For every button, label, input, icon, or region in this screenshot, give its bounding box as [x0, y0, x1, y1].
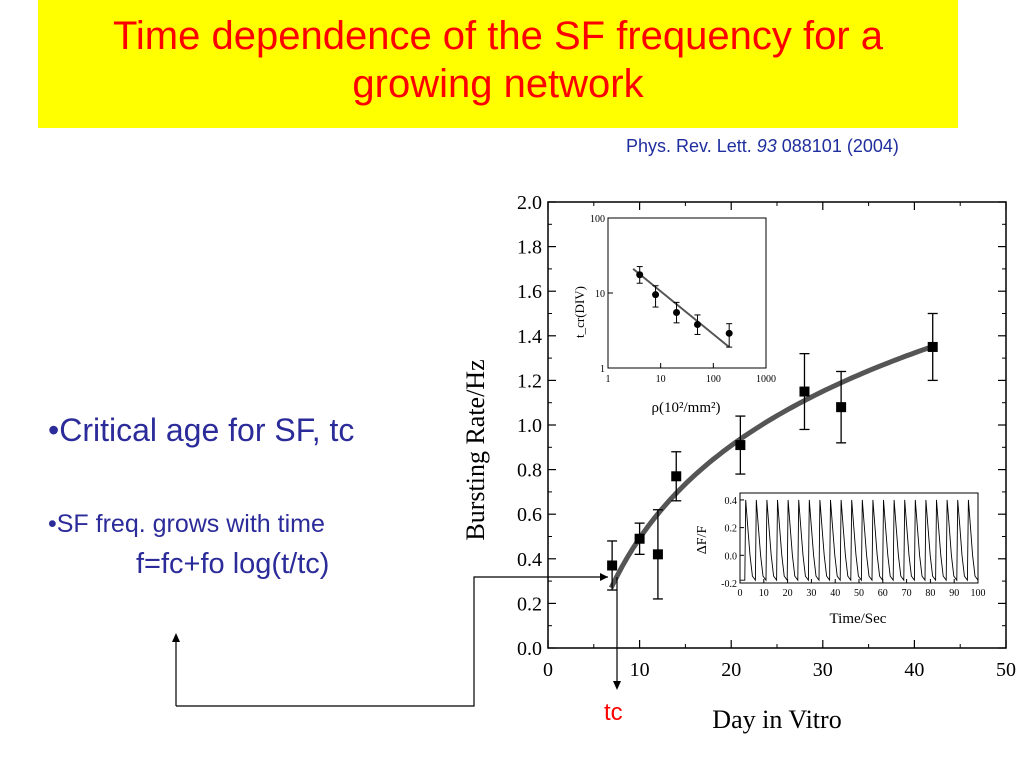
y-tick-label: 1.2	[517, 370, 542, 392]
data-point	[735, 440, 746, 451]
citation-suffix: 088101 (2004)	[776, 136, 899, 156]
inset-bottom-x-tick-label: 60	[878, 588, 888, 599]
inset-bottom-frame	[739, 492, 979, 584]
x-tick-label: 0	[543, 659, 553, 681]
data-point	[799, 386, 810, 397]
inset-top-x-tick-label: 10	[656, 374, 666, 385]
data-point	[607, 560, 618, 571]
y-tick-label: 0.0	[517, 638, 542, 660]
inset-bottom-x-tick-label: 90	[949, 588, 959, 599]
y-tick-label: 2.0	[517, 192, 542, 214]
inset-trace: 0 10 20 30 40 50 60 70 80 90 100 -0.2 0.0 0.2 0.4 Time…	[695, 492, 986, 627]
inset-top-y-tick-label: 100	[590, 214, 605, 225]
inset-top-points	[636, 266, 733, 348]
slide-title: Time dependence of the SF frequency for …	[112, 14, 884, 106]
inset-top-data-point	[725, 329, 733, 337]
y-tick-label: 1.8	[517, 237, 542, 259]
inset-bottom-x-label: Time/Sec	[830, 611, 887, 627]
inset-top-x-tick-label: 1	[606, 374, 611, 385]
inset-bottom-x-tick-label: 0	[738, 588, 743, 599]
y-tick-label: 1.6	[517, 281, 542, 303]
y-tick-label: 0.2	[517, 593, 542, 615]
x-tick-label: 30	[813, 659, 833, 681]
x-tick-label: 50	[996, 659, 1016, 681]
inset-bottom-y-tick-label: 0.0	[725, 551, 738, 562]
citation-prefix: Phys. Rev. Lett.	[626, 136, 757, 156]
annotation-arrows: tc	[172, 573, 623, 726]
inset-top-data-point	[652, 291, 660, 299]
title-banner: Time dependence of the SF frequency for …	[38, 0, 958, 128]
formula-arrowhead	[172, 633, 180, 642]
y-tick-label: 0.8	[517, 460, 542, 482]
inset-bottom-y-tick-label: 0.2	[725, 524, 738, 535]
inset-top-ticks: 1 10 100 1000 1 10 100	[590, 214, 776, 385]
inset-top-fit-line	[632, 268, 730, 348]
main-chart: 0 10 20 30 40 500.00.20.40.60.81.01.21.41.61.…	[461, 192, 1016, 734]
inset-top-data-point	[673, 308, 681, 316]
inset-bottom-x-tick-label: 30	[806, 588, 816, 599]
tc-arrowhead	[613, 681, 621, 690]
data-point	[927, 341, 938, 352]
main-ticks: 0 10 20 30 40 500.00.20.40.60.81.01.21.41.61.…	[517, 192, 1016, 681]
inset-bottom-y-label: ΔF/F	[695, 526, 710, 555]
data-point	[836, 402, 847, 413]
inset-loglog: 1 10 100 1000 1 10 100 ρ(10²/mm²) t_cr(DIV)	[572, 214, 776, 416]
y-axis-label: Bursting Rate/Hz	[461, 359, 490, 540]
y-tick-label: 0.4	[517, 549, 542, 571]
citation: Phys. Rev. Lett. 93 088101 (2004)	[626, 136, 899, 157]
main-data-points	[607, 312, 938, 600]
y-tick-label: 1.4	[517, 326, 542, 348]
connector-line	[176, 576, 608, 707]
inset-bottom-trace	[740, 499, 979, 582]
y-tick-label: 1.0	[517, 415, 542, 437]
inset-bottom-y-tick-label: -0.2	[721, 579, 737, 590]
inset-bottom-x-tick-label: 20	[783, 588, 793, 599]
inset-bottom-y-tick-label: 0.4	[725, 496, 738, 507]
fit-curve	[608, 344, 934, 589]
citation-volume: 93	[756, 136, 777, 156]
y-tick-label: 0.6	[517, 504, 542, 526]
inset-bottom-x-tick-label: 70	[902, 588, 912, 599]
x-tick-label: 40	[904, 659, 924, 681]
inset-bottom-x-tick-label: 100	[971, 588, 986, 599]
inset-top-y-tick-label: 10	[595, 289, 605, 300]
inset-top-data-point	[693, 321, 701, 329]
inset-bottom-ticks: 0 10 20 30 40 50 60 70 80 90 100 -0.2 0.0 0.2 0.4	[721, 496, 985, 599]
inset-top-y-tick-label: 1	[600, 364, 605, 375]
inset-top-x-tick-label: 100	[706, 374, 721, 385]
x-tick-label: 20	[721, 659, 741, 681]
inset-top-x-tick-label: 1000	[756, 374, 776, 385]
inset-bottom-x-tick-label: 50	[854, 588, 864, 599]
inset-bottom-x-tick-label: 10	[759, 588, 769, 599]
x-tick-label: 10	[630, 659, 650, 681]
formula: f=fc+fo log(t/tc)	[136, 548, 330, 580]
inset-top-frame	[607, 217, 767, 369]
bullet-sf-freq: •SF freq. grows with time	[48, 510, 325, 538]
bullet-critical-age: •Critical age for SF, tc	[48, 412, 355, 448]
inset-bottom-x-tick-label: 80	[925, 588, 935, 599]
x-axis-label: Day in Vitro	[712, 705, 841, 734]
data-point	[652, 549, 663, 560]
data-point	[671, 471, 682, 482]
inset-top-x-label: ρ(10²/mm²)	[652, 400, 721, 416]
connector-arrowhead	[600, 573, 608, 581]
tc-label: tc	[604, 699, 623, 726]
inset-top-data-point	[636, 271, 644, 279]
inset-top-y-label: t_cr(DIV)	[572, 286, 587, 338]
data-point	[634, 533, 645, 544]
inset-bottom-x-tick-label: 40	[830, 588, 840, 599]
